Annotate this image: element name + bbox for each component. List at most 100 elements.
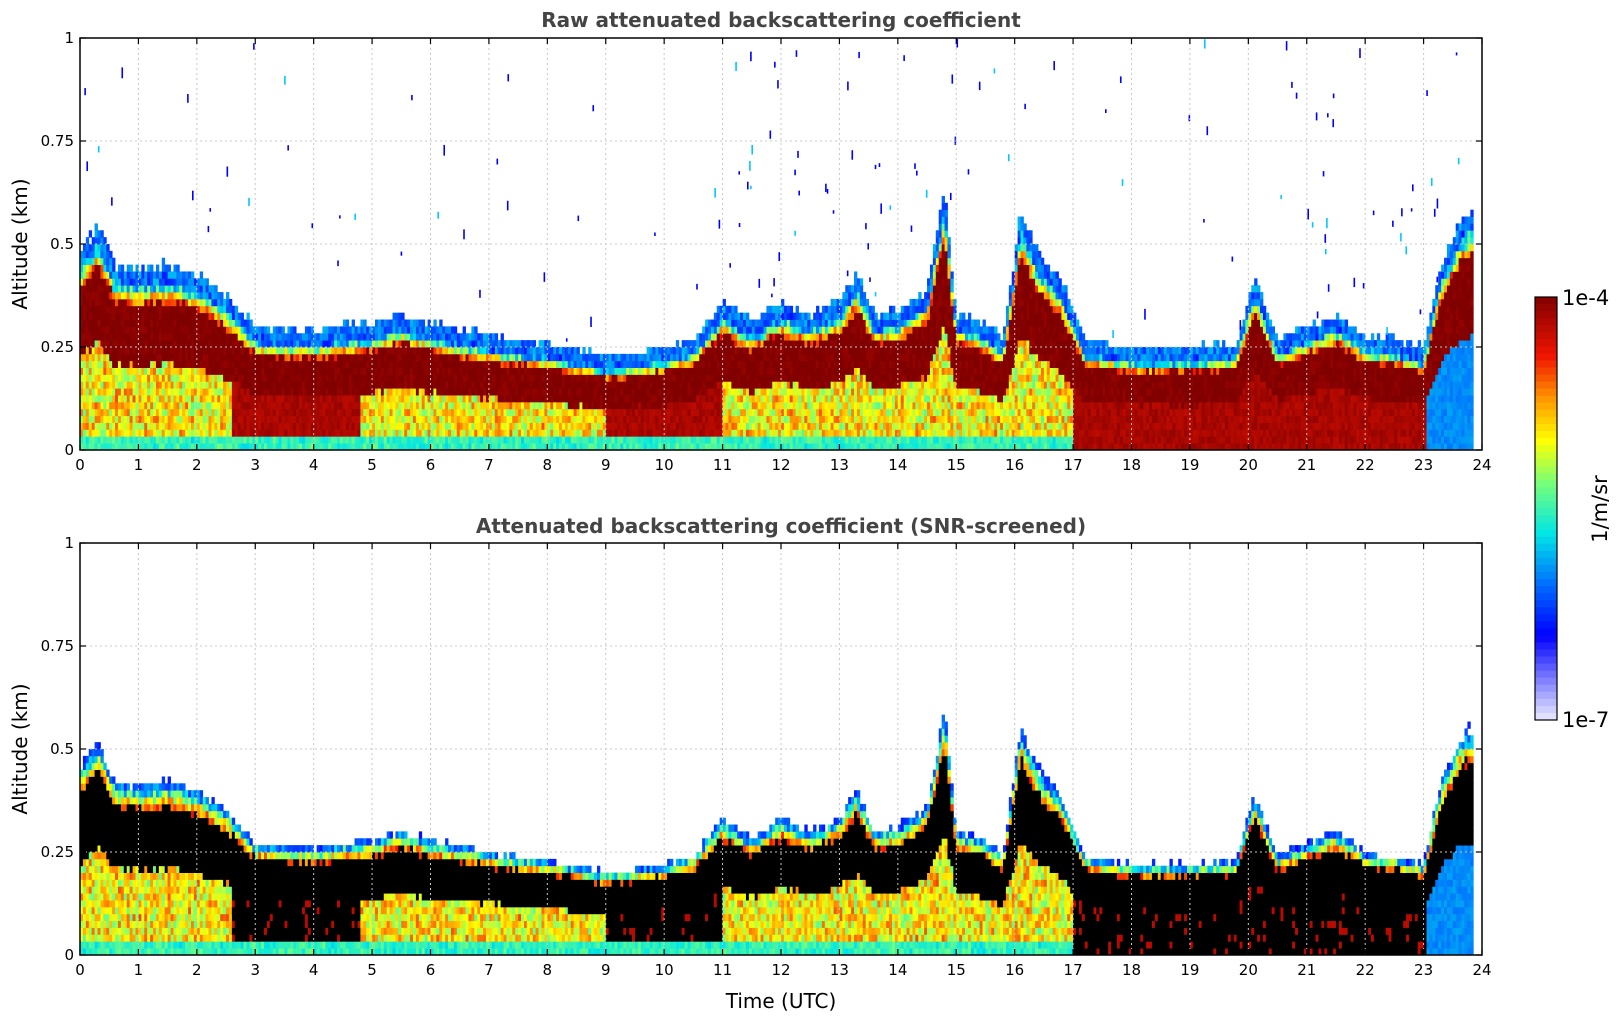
heatmap-cell xyxy=(363,388,367,396)
heatmap-cell xyxy=(716,408,721,417)
heatmap-cell xyxy=(383,326,388,334)
heatmap-cell xyxy=(649,408,653,417)
heatmap-cell xyxy=(412,326,417,334)
heatmap-cell xyxy=(807,381,811,389)
heatmap-cell xyxy=(748,436,753,444)
heatmap-cell xyxy=(226,340,230,348)
heatmap-cell xyxy=(293,443,297,450)
heatmap-cell xyxy=(188,340,192,348)
heatmap-cell xyxy=(366,367,370,375)
heatmap-cell xyxy=(345,374,350,382)
heatmap-cell xyxy=(544,401,548,410)
heatmap-cell xyxy=(328,422,332,430)
heatmap-cell xyxy=(526,401,531,410)
heatmap-cell xyxy=(158,326,163,334)
heatmap-cell xyxy=(421,436,426,444)
heatmap-cell xyxy=(214,319,218,327)
heatmap-cell xyxy=(123,360,128,368)
heatmap-cell xyxy=(556,422,560,430)
heatmap-cell xyxy=(161,305,166,314)
heatmap-cell xyxy=(161,292,166,300)
heatmap-cell xyxy=(556,436,560,444)
heatmap-cell xyxy=(731,340,735,348)
heatmap-cell xyxy=(684,395,688,403)
heatmap-cell xyxy=(448,443,452,450)
heatmap-cell xyxy=(743,367,747,375)
heatmap-cell xyxy=(655,415,659,423)
heatmap-cell xyxy=(196,436,201,444)
heatmap-cell xyxy=(372,333,376,341)
heatmap-cell xyxy=(410,353,414,362)
heatmap-cell xyxy=(199,436,204,444)
heatmap-cell xyxy=(80,401,84,410)
heatmap-cell xyxy=(237,429,242,437)
heatmap-cell xyxy=(705,408,709,417)
heatmap-cell xyxy=(626,429,630,437)
heatmap-cell xyxy=(632,443,636,450)
heatmap-cell xyxy=(821,374,826,382)
heatmap-cell xyxy=(281,443,285,450)
heatmap-cell xyxy=(818,401,823,410)
heatmap-cell xyxy=(80,374,84,382)
heatmap-cell xyxy=(807,395,811,403)
heatmap-cell xyxy=(748,347,753,355)
heatmap-cell xyxy=(795,388,799,396)
heatmap-cell xyxy=(564,388,569,396)
heatmap-cell xyxy=(88,388,93,396)
heatmap-cell xyxy=(264,360,268,368)
heatmap-cell xyxy=(491,347,496,355)
heatmap-cell xyxy=(591,395,595,403)
heatmap-cell xyxy=(190,367,195,375)
heatmap-cell xyxy=(506,422,510,430)
heatmap-cell xyxy=(158,298,163,307)
heatmap-cell xyxy=(743,388,747,396)
heatmap-cell xyxy=(824,312,829,320)
heatmap-cell xyxy=(342,436,347,444)
heatmap-cell xyxy=(766,353,770,362)
heatmap-cell xyxy=(813,401,817,410)
heatmap-cell xyxy=(515,381,519,389)
heatmap-cell xyxy=(798,333,802,341)
heatmap-cell xyxy=(386,443,391,450)
heatmap-cell xyxy=(412,360,417,368)
heatmap-cell xyxy=(97,305,101,314)
heatmap-cell xyxy=(176,381,180,389)
heatmap-cell xyxy=(138,312,142,320)
heatmap-cell xyxy=(626,395,630,403)
heatmap-cell xyxy=(617,408,621,417)
heatmap-cell xyxy=(716,429,721,437)
heatmap-cell xyxy=(439,395,443,403)
heatmap-cell xyxy=(643,395,648,403)
heatmap-cell xyxy=(535,401,539,410)
heatmap-cell xyxy=(220,319,224,327)
heatmap-cell xyxy=(220,360,224,368)
heatmap-cell xyxy=(827,422,832,430)
heatmap-cell xyxy=(678,360,683,368)
heatmap-cell xyxy=(153,415,157,423)
heatmap-cell xyxy=(559,381,563,389)
heatmap-cell xyxy=(117,285,122,293)
heatmap-cell xyxy=(740,326,744,334)
heatmap-cell xyxy=(182,305,186,314)
heatmap-cell xyxy=(582,422,586,430)
heatmap-cell xyxy=(150,415,154,423)
heatmap-cell xyxy=(608,388,612,396)
heatmap-cell xyxy=(310,381,315,389)
heatmap-cell xyxy=(707,360,712,368)
heatmap-cell xyxy=(109,367,113,375)
heatmap-cell xyxy=(112,353,116,362)
heatmap-cell xyxy=(544,436,548,444)
heatmap-cell xyxy=(646,401,650,410)
heatmap-cell xyxy=(769,436,773,444)
heatmap-cell xyxy=(176,305,180,314)
heatmap-cell xyxy=(366,340,370,348)
heatmap-cell xyxy=(500,381,504,389)
heatmap-cell xyxy=(757,381,761,389)
heatmap-cell xyxy=(439,340,443,348)
heatmap-cell xyxy=(594,415,598,423)
heatmap-cell xyxy=(705,367,709,375)
heatmap-cell xyxy=(804,333,808,341)
heatmap-cell xyxy=(173,285,177,293)
heatmap-cell xyxy=(237,333,242,341)
heatmap-cell xyxy=(427,333,431,341)
